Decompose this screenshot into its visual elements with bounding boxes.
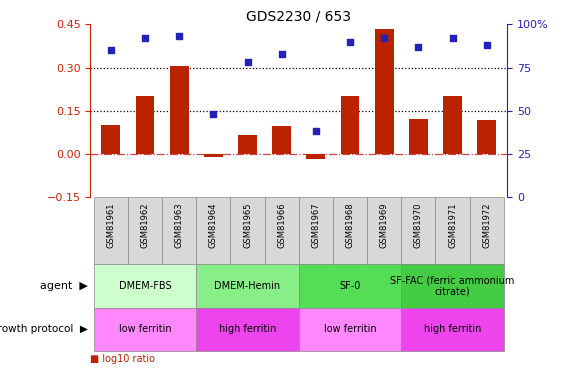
Bar	[94, 264, 196, 308]
Bar	[367, 197, 401, 264]
Text: GSM81962: GSM81962	[141, 202, 149, 248]
Bar	[401, 308, 504, 351]
Bar	[401, 197, 436, 264]
Bar	[299, 197, 333, 264]
Text: GSM81969: GSM81969	[380, 202, 389, 248]
Point	[311, 128, 321, 134]
Point	[243, 59, 252, 65]
Text: agent  ▶: agent ▶	[40, 281, 87, 291]
Bar	[436, 197, 470, 264]
Text: GSM81972: GSM81972	[482, 202, 491, 248]
Point	[448, 35, 457, 41]
Bar	[477, 120, 496, 154]
Bar	[196, 264, 299, 308]
Bar	[204, 154, 223, 157]
Bar	[196, 197, 230, 264]
Bar	[196, 308, 299, 351]
Text: DMEM-FBS: DMEM-FBS	[119, 281, 171, 291]
Text: ■ log10 ratio: ■ log10 ratio	[90, 354, 155, 364]
Text: GSM81963: GSM81963	[175, 202, 184, 248]
Point	[277, 51, 286, 57]
Bar	[299, 264, 401, 308]
Bar	[128, 197, 162, 264]
Point	[380, 35, 389, 41]
Bar	[307, 154, 325, 159]
Text: low ferritin: low ferritin	[324, 324, 377, 334]
Text: GSM81971: GSM81971	[448, 202, 457, 248]
Bar	[94, 308, 196, 351]
Point	[414, 44, 423, 50]
Point	[345, 39, 354, 45]
Bar	[340, 96, 360, 154]
Bar	[470, 197, 504, 264]
Text: GSM81966: GSM81966	[277, 202, 286, 248]
Text: GSM81970: GSM81970	[414, 202, 423, 248]
Bar	[230, 197, 265, 264]
Point	[106, 47, 115, 53]
Text: GSM81968: GSM81968	[346, 202, 354, 248]
Point	[141, 35, 150, 41]
Bar	[94, 197, 128, 264]
Bar	[170, 66, 188, 154]
Text: DMEM-Hemin: DMEM-Hemin	[215, 281, 280, 291]
Bar	[375, 29, 394, 154]
Bar	[333, 197, 367, 264]
Bar	[409, 119, 428, 154]
Text: SF-FAC (ferric ammonium
citrate): SF-FAC (ferric ammonium citrate)	[391, 275, 515, 297]
Bar	[101, 125, 120, 154]
Point	[482, 42, 491, 48]
Point	[209, 111, 218, 117]
Text: high ferritin: high ferritin	[424, 324, 481, 334]
Bar	[272, 126, 291, 154]
Text: growth protocol  ▶: growth protocol ▶	[0, 324, 87, 334]
Text: GSM81967: GSM81967	[311, 202, 321, 248]
Bar	[162, 197, 196, 264]
Text: low ferritin: low ferritin	[119, 324, 171, 334]
Text: GSM81965: GSM81965	[243, 202, 252, 248]
Bar	[401, 264, 504, 308]
Text: high ferritin: high ferritin	[219, 324, 276, 334]
Text: GSM81964: GSM81964	[209, 202, 218, 248]
Bar	[136, 96, 154, 154]
Bar	[443, 96, 462, 154]
Bar	[238, 135, 257, 154]
Text: GSM81961: GSM81961	[106, 202, 115, 248]
Bar	[265, 197, 299, 264]
Text: SF-0: SF-0	[339, 281, 361, 291]
Text: GDS2230 / 653: GDS2230 / 653	[246, 9, 352, 23]
Bar	[299, 308, 401, 351]
Point	[174, 33, 184, 39]
